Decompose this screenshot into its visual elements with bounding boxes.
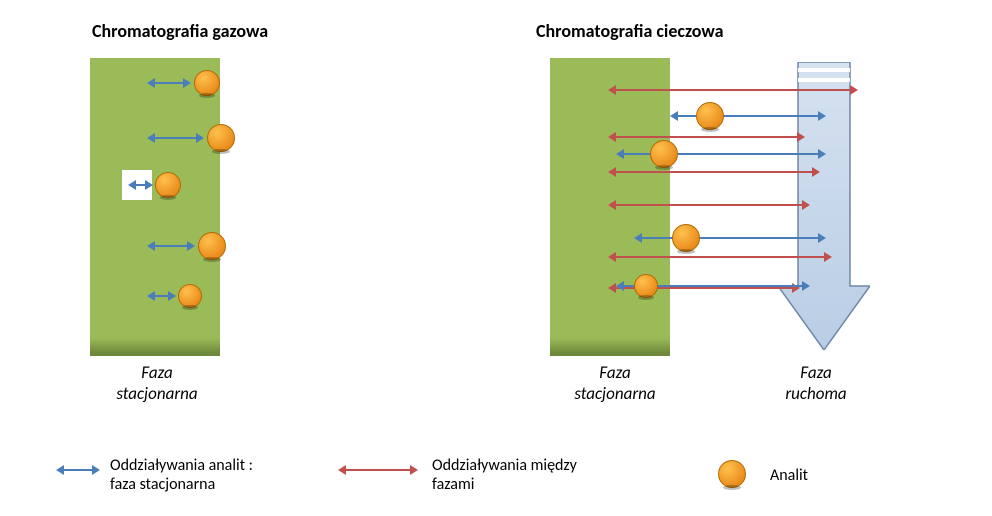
analyte-circle [194,70,220,96]
arrow-head [797,132,805,142]
analyte-circle [198,232,226,260]
interaction-arrow [614,136,799,138]
arrow-head [128,180,136,190]
interaction-arrow [153,82,185,84]
legend-analyte-label: Analit [770,466,870,485]
right-title: Chromatografia cieczowa [536,20,724,42]
arrow-head [608,283,616,293]
stationary-phase-box [90,58,220,356]
right-phase-label-mobile: Faza ruchoma [756,362,876,404]
left-phase-label: Faza stacjonarna [82,362,232,404]
arrow-head [147,133,155,143]
arrow-head [187,241,195,251]
analyte-circle [650,140,678,168]
arrow-head [818,149,826,159]
analyte-circle [178,284,202,308]
arrow-head [145,180,153,190]
arrow-head [670,111,678,121]
arrow-head [608,132,616,142]
interaction-arrow [62,469,94,471]
legend-red-label: Oddziaływania między fazami [432,456,632,494]
left-title: Chromatografia gazowa [92,20,268,42]
analyte-circle [155,172,181,198]
arrow-head [196,133,204,143]
interaction-arrow [614,204,804,206]
arrow-head [92,465,100,475]
arrow-head [608,200,616,210]
arrow-head [608,85,616,95]
arrow-head [56,465,64,475]
arrow-head [802,200,810,210]
arrow-head [818,111,826,121]
analyte-circle [207,124,235,152]
arrow-head [410,465,418,475]
arrow-head [818,233,826,243]
mobile-phase-arrow [778,62,870,350]
analyte-circle [672,224,700,252]
legend-blue-label: Oddziaływania analit : faza stacjonarna [110,456,310,494]
arrow-head [824,252,832,262]
arrow-head [147,78,155,88]
interaction-arrow [153,245,189,247]
analyte-circle [718,460,746,488]
arrow-head [608,167,616,177]
arrow-head [147,241,155,251]
interaction-arrow [614,171,814,173]
interaction-arrow [614,89,852,91]
arrow-head [812,167,820,177]
arrow-head [616,149,624,159]
arrow-head [616,281,624,291]
arrow-head [634,233,642,243]
right-phase-label-stationary: Faza stacjonarna [540,362,690,404]
arrow-head [168,291,176,301]
analyte-circle [696,102,724,130]
arrow-head [850,85,858,95]
interaction-arrow [344,469,412,471]
arrow-head [183,78,191,88]
arrow-head [147,291,155,301]
interaction-arrow [614,256,826,258]
analyte-circle [634,274,658,298]
arrow-head [338,465,346,475]
interaction-arrow [153,137,198,139]
arrow-head [802,281,810,291]
interaction-arrow [640,237,820,239]
arrow-head [608,252,616,262]
